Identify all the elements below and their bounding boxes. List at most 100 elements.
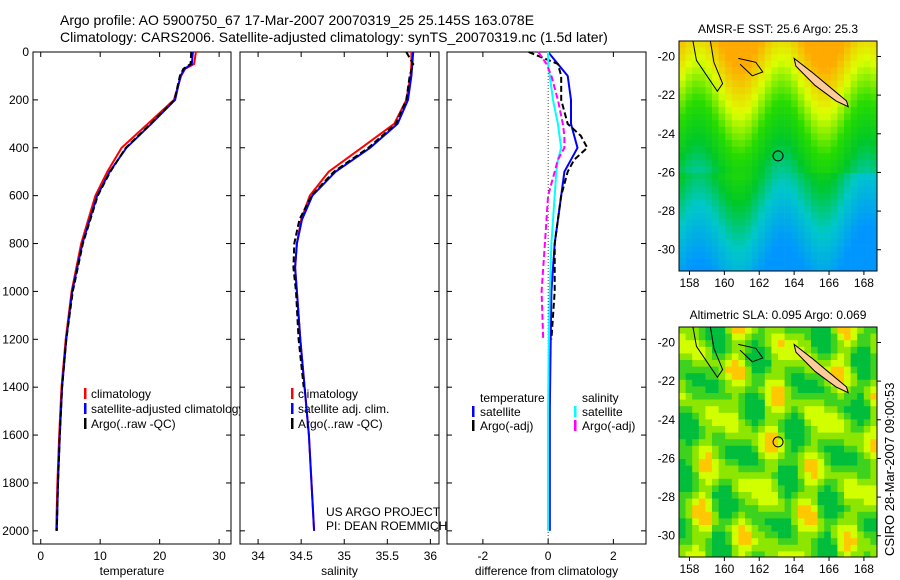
x-tick-label: 30: [212, 549, 226, 563]
x-tick-label: 166: [819, 276, 839, 290]
map-cell: [857, 74, 865, 81]
map-cell: [778, 186, 785, 194]
map-cell: [784, 87, 792, 95]
map-cell: [738, 225, 746, 233]
map-cell: [837, 327, 845, 334]
map-cell: [857, 126, 865, 134]
map-cell: [771, 192, 779, 200]
map-cell: [778, 406, 785, 414]
map-cell: [791, 353, 799, 361]
map-cell: [857, 133, 865, 141]
map-cell: [698, 67, 706, 75]
map-cell: [751, 459, 759, 466]
map-cell: [718, 346, 726, 354]
map-cell: [725, 379, 733, 387]
map-cell: [857, 186, 865, 194]
map-cell: [725, 239, 733, 246]
map-cell: [863, 333, 871, 341]
map-cell: [844, 87, 851, 95]
map-cell: [837, 126, 845, 134]
map-cell: [857, 173, 865, 180]
series-line-salinity-argo-adj-: [537, 51, 566, 340]
map-cell: [685, 87, 693, 95]
map-cell: [844, 212, 851, 220]
map-cell: [698, 452, 706, 460]
map-cell: [725, 120, 733, 128]
map-cell: [811, 340, 818, 348]
map-cell: [745, 498, 752, 506]
map-cell: [863, 492, 871, 499]
map-cell: [731, 67, 739, 75]
map-cell: [837, 258, 845, 266]
map-cell: [725, 60, 733, 68]
map-cell: [784, 67, 792, 75]
legend-swatch: [84, 418, 87, 429]
map-cell: [850, 360, 858, 367]
map-cell: [830, 551, 838, 558]
map-cell: [718, 252, 726, 260]
map-cell: [857, 419, 865, 427]
map-cell: [797, 465, 805, 473]
map-cell: [870, 419, 878, 427]
map-cell: [692, 265, 700, 272]
map-cell: [725, 386, 733, 394]
map-cell: [817, 107, 825, 114]
map-cell: [791, 67, 799, 75]
map-cell: [685, 93, 693, 101]
map-cell: [731, 445, 739, 453]
map-cell: [824, 41, 832, 48]
map-cell: [705, 412, 713, 420]
map-cell: [745, 47, 752, 55]
map-cell: [705, 518, 713, 526]
map-cell: [738, 445, 746, 453]
map-cell: [738, 505, 746, 513]
map-cell: [797, 340, 805, 348]
map-cell: [771, 406, 779, 414]
map-cell: [705, 113, 713, 121]
map-cell: [830, 432, 838, 440]
map-cell: [804, 107, 812, 114]
map-cell: [745, 126, 752, 134]
map-cell: [751, 419, 759, 427]
map-cell: [698, 232, 706, 240]
map-cell: [731, 60, 739, 68]
map-cell: [758, 212, 766, 220]
map-cell: [692, 245, 700, 253]
map-cell: [811, 393, 818, 400]
map-cell: [857, 511, 865, 519]
map-cell: [712, 419, 719, 427]
map-cell: [698, 346, 706, 354]
map-cell: [771, 432, 779, 440]
series-line-salinity-satellite: [547, 52, 563, 531]
map-cell: [824, 445, 832, 453]
y-tick-label: -22: [658, 88, 676, 102]
map-cell: [850, 412, 858, 420]
map-cell: [731, 133, 739, 141]
map-cell: [725, 459, 733, 466]
map-cell: [758, 531, 766, 539]
map-cell: [811, 327, 818, 334]
map-cell: [745, 432, 752, 440]
map-cell: [837, 80, 845, 88]
map-cell: [857, 498, 865, 506]
map-cell: [804, 199, 812, 207]
map-cell: [725, 327, 733, 334]
map-cell: [692, 80, 700, 88]
map-cell: [870, 353, 878, 361]
map-cell: [712, 232, 719, 240]
map-cell: [745, 373, 752, 381]
map-cell: [725, 393, 733, 400]
map-cell: [738, 153, 746, 161]
map-cell: [725, 219, 733, 227]
map-cell: [791, 505, 799, 513]
map-cell: [679, 225, 686, 233]
map-cell: [751, 67, 759, 75]
map-cell: [758, 206, 766, 213]
map-cell: [745, 353, 752, 361]
map-cell: [745, 74, 752, 81]
map-cell: [685, 199, 693, 207]
map-cell: [817, 340, 825, 348]
map-cell: [830, 511, 838, 519]
map-cell: [817, 452, 825, 460]
map-cell: [863, 159, 871, 167]
